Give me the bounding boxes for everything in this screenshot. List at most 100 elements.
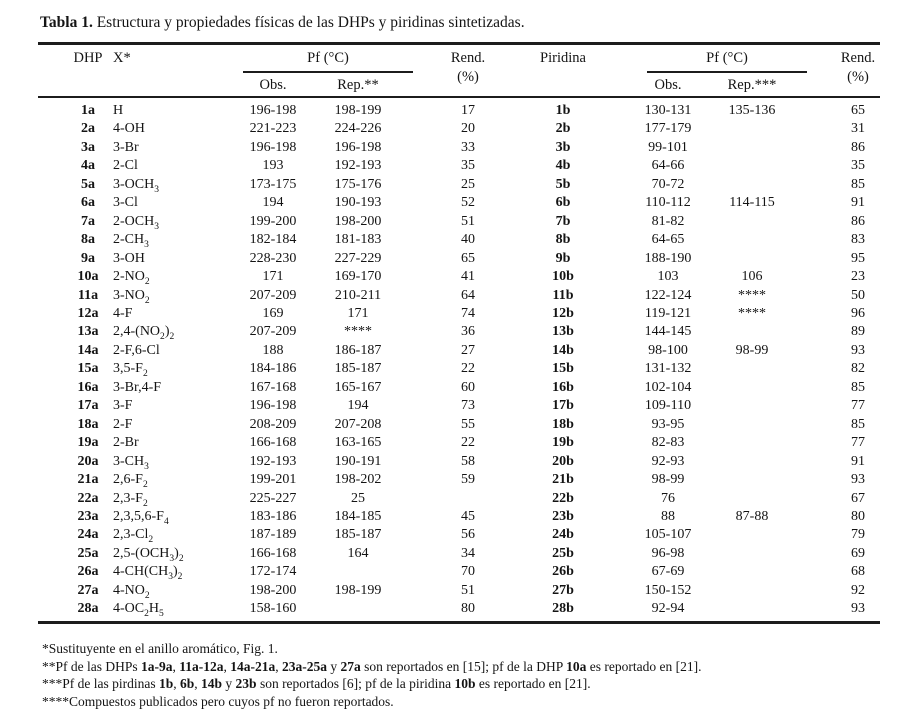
table-title-text: Estructura y propiedades físicas de las … <box>92 14 525 31</box>
cell-dhp-pf-obs: 225-227 <box>249 490 297 506</box>
cell-dhp-pf-obs: 171 <box>262 269 284 285</box>
cell-piridina-pf-rep: 106 <box>741 269 763 285</box>
cell-piridina-rend: 82 <box>851 361 865 377</box>
cell-piridina-pf-rep: **** <box>738 287 766 303</box>
table-row: 6a 3-Cl 194 190-193 52 6b 110-112 114-115 91 <box>0 194 911 212</box>
cell-piridina-rend: 50 <box>851 287 865 303</box>
table-row: 24a 2,3-Cl2 187-189 185-187 56 24b 105-107 79 <box>0 526 911 545</box>
cell-piridina-pf-obs: 103 <box>657 269 679 285</box>
table-row: 14a 2-F,6-Cl 188 186-187 27 14b 98-100 98-99 93 <box>0 342 911 360</box>
cell-dhp-id: 4a <box>81 158 95 174</box>
cell-piridina-rend: 35 <box>851 158 865 174</box>
cell-dhp-pf-obs: 183-186 <box>249 508 297 524</box>
table-row: 13a 2,4-(NO2)2 207-209 **** 36 13b 144-145 89 <box>0 323 911 342</box>
cell-dhp-id: 2a <box>81 121 95 137</box>
table-row: 8a 2-CH3 182-184 181-183 40 8b 64-65 83 <box>0 231 911 250</box>
cell-dhp-rend: 36 <box>461 324 475 340</box>
table-row: 17a 3-F 196-198 194 73 17b 109-110 77 <box>0 397 911 415</box>
cell-dhp-pf-rep: 164 <box>347 545 369 561</box>
cell-dhp-pf-rep: 198-199 <box>334 582 382 598</box>
cell-piridina-pf-obs: 67-69 <box>651 564 685 580</box>
cell-piridina-pf-rep: 98-99 <box>735 342 769 358</box>
cell-dhp-id: 17a <box>77 398 99 414</box>
cell-substituent: 3-Br,4-F <box>113 379 162 395</box>
cell-dhp-rend: 74 <box>461 305 475 321</box>
cell-piridina-pf-obs: 150-152 <box>644 582 692 598</box>
cell-dhp-pf-rep: 163-165 <box>334 435 382 451</box>
cell-dhp-pf-obs: 187-189 <box>249 527 297 543</box>
cell-dhp-pf-rep: 190-193 <box>334 195 382 211</box>
cell-dhp-pf-rep: 190-191 <box>334 453 382 469</box>
table-row: 9a 3-OH 228-230 227-229 65 9b 188-190 95 <box>0 250 911 268</box>
cell-dhp-rend: 58 <box>461 453 475 469</box>
cell-dhp-rend: 25 <box>461 176 475 192</box>
cell-dhp-pf-rep: 227-229 <box>334 250 382 266</box>
table-row: 12a 4-F 169 171 74 12b 119-121 **** 96 <box>0 305 911 323</box>
cell-dhp-rend: 56 <box>461 527 475 543</box>
cell-piridina-pf-rep: 87-88 <box>735 508 769 524</box>
cell-piridina-pf-obs: 92-94 <box>651 601 685 617</box>
cell-dhp-pf-obs: 196-198 <box>249 398 297 414</box>
cell-piridina-pf-rep: 114-115 <box>729 195 775 211</box>
cell-dhp-pf-rep: 185-187 <box>334 361 382 377</box>
cell-substituent: 3-Br <box>113 139 139 155</box>
cell-piridina-id: 12b <box>552 305 574 321</box>
cell-piridina-pf-obs: 105-107 <box>644 527 692 543</box>
cell-substituent: 2-NO2 <box>113 269 150 287</box>
cell-piridina-pf-obs: 70-72 <box>651 176 685 192</box>
cell-substituent: 4-OH <box>113 121 145 137</box>
table-row: 4a 2-Cl 193 192-193 35 4b 64-66 35 <box>0 157 911 175</box>
col-header-rend-piridina: Rend. <box>840 50 876 66</box>
cell-dhp-pf-obs: 208-209 <box>249 416 297 432</box>
table-row: 3a 3-Br 196-198 196-198 33 3b 99-101 86 <box>0 139 911 157</box>
table-row: 1a H 196-198 198-199 17 1b 130-131 135-136 65 <box>0 102 911 120</box>
cell-substituent: 3-F <box>113 398 133 414</box>
cell-dhp-id: 28a <box>77 601 99 617</box>
col-header-rep-dhp: Rep.** <box>337 77 379 93</box>
cell-dhp-pf-rep: 186-187 <box>334 342 382 358</box>
cell-dhp-pf-obs: 167-168 <box>249 379 297 395</box>
cell-piridina-pf-obs: 102-104 <box>644 379 692 395</box>
cell-dhp-id: 23a <box>77 508 99 524</box>
cell-dhp-id: 20a <box>77 453 99 469</box>
cell-piridina-rend: 86 <box>851 139 865 155</box>
col-header-x: X* <box>113 50 131 66</box>
cell-piridina-rend: 77 <box>851 435 865 451</box>
cell-piridina-rend: 83 <box>851 232 865 248</box>
cell-dhp-pf-obs: 172-174 <box>249 564 297 580</box>
cell-substituent: 2-Br <box>113 435 139 451</box>
cell-dhp-pf-obs: 188 <box>262 342 284 358</box>
cell-piridina-id: 16b <box>552 379 574 395</box>
footnote: ***Pf de las pirdinas 1b, 6b, 14b y 23b … <box>42 676 591 691</box>
cell-piridina-id: 24b <box>552 527 574 543</box>
cell-substituent: 2,3,5,6-F4 <box>113 508 169 527</box>
cell-dhp-id: 18a <box>77 416 99 432</box>
cell-dhp-rend: 27 <box>461 342 475 358</box>
cell-dhp-rend: 51 <box>461 582 475 598</box>
cell-dhp-id: 24a <box>77 527 99 543</box>
cell-dhp-pf-rep: 165-167 <box>334 379 382 395</box>
cell-substituent: 2,4-(NO2)2 <box>113 324 175 343</box>
table-row: 15a 3,5-F2 184-186 185-187 22 15b 131-132 82 <box>0 360 911 379</box>
cell-piridina-pf-obs: 131-132 <box>644 361 692 377</box>
cell-dhp-id: 9a <box>81 250 95 266</box>
table-bottom-rule <box>38 621 880 624</box>
cell-piridina-id: 3b <box>555 139 571 155</box>
cell-piridina-pf-obs: 188-190 <box>644 250 692 266</box>
cell-piridina-rend: 91 <box>851 195 865 211</box>
cell-piridina-id: 5b <box>555 176 571 192</box>
cell-dhp-id: 10a <box>77 269 99 285</box>
table-row: 7a 2-OCH3 199-200 198-200 51 7b 81-82 86 <box>0 213 911 232</box>
cell-piridina-rend: 93 <box>851 601 865 617</box>
col-header-pf-dhp: Pf (°C) <box>307 50 349 66</box>
cell-substituent: 2-Cl <box>113 158 138 174</box>
cell-substituent: 2-OCH3 <box>113 213 159 232</box>
cell-piridina-id: 11b <box>552 287 574 303</box>
cell-dhp-pf-obs: 199-201 <box>249 472 297 488</box>
cell-piridina-pf-obs: 99-101 <box>648 139 688 155</box>
table-row: 27a 4-NO2 198-200 198-199 51 27b 150-152 92 <box>0 582 911 601</box>
table-title-label: Tabla 1. <box>40 14 93 31</box>
cell-dhp-rend: 64 <box>461 287 475 303</box>
cell-dhp-id: 8a <box>81 232 95 248</box>
cell-piridina-id: 17b <box>552 398 574 414</box>
